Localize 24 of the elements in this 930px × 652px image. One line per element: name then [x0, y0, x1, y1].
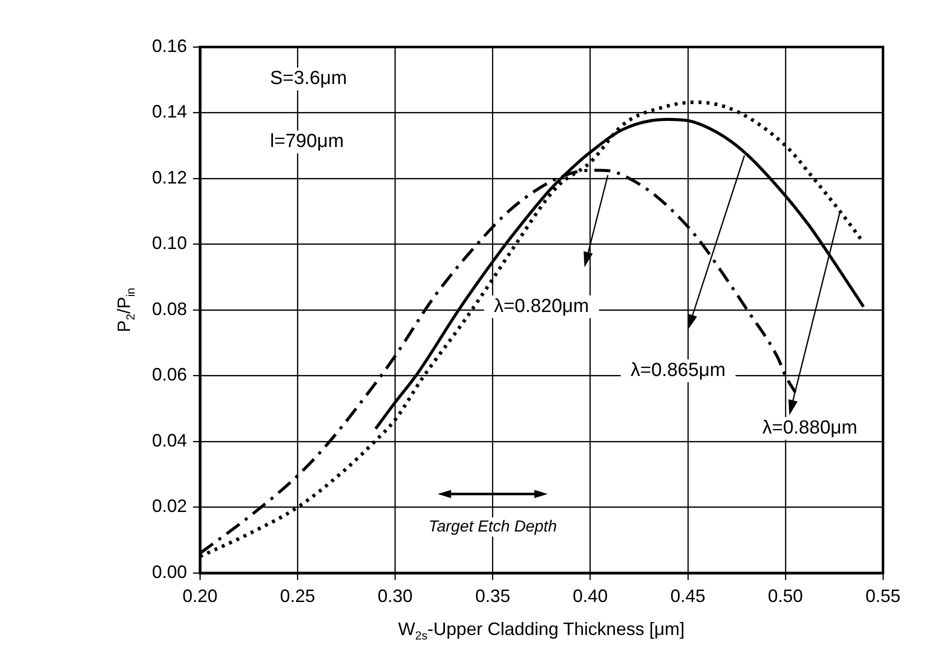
x-tick-label: 0.35: [475, 586, 510, 606]
x-tick-label: 0.30: [378, 586, 413, 606]
y-tick-label: 0.02: [152, 496, 187, 516]
y-tick-label: 0.16: [152, 36, 187, 56]
annotation: l=790μm: [270, 131, 344, 152]
annotation: Target Etch Depth: [428, 518, 558, 536]
x-tick-label: 0.25: [280, 586, 316, 606]
annotation: S=3.6μm: [270, 68, 347, 90]
annotation: λ=0.865μm: [630, 360, 726, 382]
x-tick-label: 0.50: [768, 586, 803, 606]
y-tick-label: 0.08: [152, 298, 187, 319]
x-tick-label: 0.40: [572, 586, 608, 606]
x-tick-label: 0.55: [865, 586, 901, 606]
annotation: λ=0.880μm: [762, 418, 858, 439]
y-axis-title: P2/Pin: [114, 288, 138, 332]
x-tick-label: 0.20: [182, 586, 218, 606]
y-tick-label: 0.14: [152, 102, 187, 122]
y-tick-label: 0.00: [152, 562, 187, 582]
y-tick-label: 0.04: [152, 430, 187, 450]
x-tick-label: 0.45: [670, 586, 706, 606]
y-tick-label: 0.06: [152, 364, 187, 385]
y-tick-label: 0.12: [152, 167, 187, 188]
annotation: λ=0.820μm: [494, 296, 589, 317]
y-tick-label: 0.10: [152, 233, 187, 254]
